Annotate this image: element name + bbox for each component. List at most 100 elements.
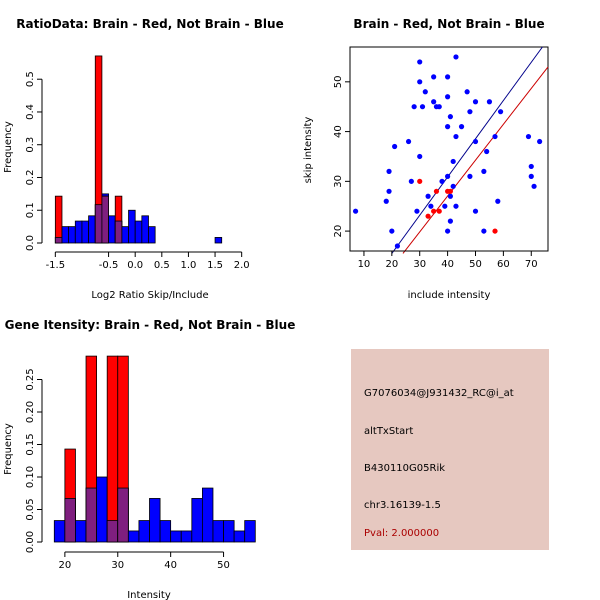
scatter-y-tick-label: 30 [333, 175, 344, 188]
ratio-histogram-not-brain-bar [121, 226, 129, 244]
ratio-histogram-not-brain-bar [88, 215, 96, 244]
gene-intensity-xlabel: Intensity [127, 590, 171, 600]
ratio-histogram-not-brain-bar [74, 220, 83, 244]
ratio-histogram-not-brain-bar [128, 209, 136, 244]
gene-name-text: B430110G05Rik [364, 463, 445, 474]
ratio-histogram-not-brain-bar [148, 226, 156, 244]
ratio-histogram-xlabel: Log2 Ratio Skip/Include [91, 290, 208, 301]
ratio-histogram-x-tick-label: 2.0 [234, 260, 250, 271]
scatter-ylabel: skip intensity [303, 117, 314, 184]
gene-intensity-not-brain-bar [159, 520, 172, 543]
ratio-histogram-y-tick-label: 0.2 [25, 170, 36, 186]
scatter-y-tick-label: 50 [333, 75, 344, 88]
scatter-y-tick-label: 20 [333, 225, 344, 238]
gene-intensity-not-brain-bar [201, 487, 214, 543]
gene-intensity-not-brain-bar [138, 520, 150, 543]
ratio-histogram-x-tick-label: -1.5 [46, 260, 66, 271]
gene-intensity-y-tick-label: 0.10 [25, 466, 36, 488]
scatter-point-not-brain [414, 208, 420, 214]
scatter-point-not-brain [447, 193, 453, 199]
ratio-histogram-overlap-bar [94, 204, 103, 244]
gene-intensity-not-brain-bar [223, 520, 235, 543]
scatter-point-not-brain [497, 109, 504, 115]
ratio-histogram-panel: RatioData: Brain - Red, Not Brain - Blue… [3, 17, 284, 301]
ratio-histogram-not-brain-bar [214, 237, 223, 244]
gene-intensity-x-tick-label: 40 [164, 560, 177, 571]
ratio-histogram-not-brain-bar [68, 226, 76, 244]
gene-intensity-brain-bar [106, 355, 119, 543]
ratio-histogram-x-tick-label: 0.5 [154, 260, 170, 271]
probe-id-text: G7076034@J931432_RC@i_at [364, 388, 514, 399]
ratio-histogram-x-tick-label: 1.0 [180, 260, 196, 271]
scatter-point-not-brain [419, 104, 426, 110]
scatter-point-not-brain [447, 218, 453, 224]
gene-intensity-not-brain-bar [53, 520, 66, 543]
gene-intensity-not-brain-bar [149, 498, 161, 543]
gene-intensity-not-brain-bar [233, 530, 246, 543]
scatter-x-tick-label: 50 [469, 259, 482, 270]
ratio-histogram-ylabel: Frequency [3, 121, 14, 173]
scatter-point-not-brain [481, 168, 487, 174]
scatter-point-not-brain [467, 173, 473, 179]
scatter-point-not-brain [472, 99, 479, 105]
scatter-point-not-brain [417, 79, 423, 85]
scatter-point-not-brain [431, 74, 437, 80]
ratio-histogram-y-tick-label: 0.3 [25, 137, 36, 153]
scatter-point-brain [436, 208, 442, 214]
scatter-point-not-brain [453, 133, 459, 140]
ratio-histogram-not-brain-bar [108, 215, 116, 244]
scatter-point-not-brain [453, 54, 459, 60]
gene-intensity-y-tick-label: 0.25 [25, 368, 36, 390]
scatter-point-not-brain [408, 178, 414, 184]
gene-intensity-y-tick-label: 0.00 [25, 531, 36, 553]
scatter-x-tick-label: 70 [525, 259, 538, 270]
gene-intensity-not-brain-bar [180, 530, 193, 543]
scatter-fit-line [402, 66, 549, 254]
scatter-point-not-brain [445, 173, 451, 179]
ratio-histogram-x-tick-label: 0.0 [127, 260, 143, 271]
ratio-histogram-y-tick-label: 0.1 [25, 202, 36, 218]
scatter-fit-lines [391, 46, 549, 254]
scatter-point-not-brain [445, 124, 451, 130]
scatter-point-not-brain [439, 178, 445, 184]
scatter-point-not-brain [411, 104, 417, 110]
scatter-points [352, 54, 543, 249]
event-type-text: altTxStart [364, 426, 413, 437]
scatter-point-brain [447, 188, 453, 194]
scatter-point-not-brain [422, 89, 428, 95]
scatter-point-not-brain [531, 183, 537, 189]
gene-info-background [351, 349, 549, 550]
gene-intensity-overlap-bar [85, 487, 98, 543]
scatter-point-brain [433, 188, 440, 194]
scatter-fit-line [391, 46, 543, 254]
scatter-point-not-brain [389, 228, 395, 234]
gene-intensity-not-brain-bar [191, 498, 203, 543]
gene-intensity-axes: 20 30 40 50 0.00 0.05 0.10 0.15 0.20 0.25 [25, 368, 230, 571]
ratio-histogram-overlap-bar [114, 220, 123, 244]
gene-intensity-ylabel: Frequency [3, 423, 14, 475]
gene-intensity-not-brain-bar [244, 520, 256, 543]
gene-info-panel: G7076034@J931432_RC@i_at altTxStart B430… [351, 349, 549, 550]
pval-text: Pval: 2.000000 [364, 528, 439, 539]
scatter-x-tick-label: 10 [358, 259, 371, 270]
gene-intensity-x-tick-label: 20 [59, 560, 72, 571]
scatter-point-not-brain [436, 104, 442, 110]
gene-intensity-x-tick-label: 50 [217, 560, 230, 571]
gene-intensity-y-tick-label: 0.15 [25, 433, 36, 455]
ratio-histogram-not-brain-bar [134, 220, 143, 244]
gene-intensity-not-brain-bar [170, 530, 182, 543]
ratio-histogram-y-tick-label: 0.0 [25, 235, 36, 251]
ratio-histogram-not-brain-bar [81, 220, 90, 244]
scatter-xlabel: include intensity [408, 290, 491, 301]
scatter-point-not-brain [450, 158, 456, 165]
scatter-point-not-brain [453, 203, 459, 209]
scatter-x-tick-label: 60 [497, 259, 510, 270]
scatter-point-not-brain [386, 168, 392, 174]
scatter-point-not-brain [464, 89, 470, 95]
scatter-point-brain [492, 228, 498, 234]
ratio-histogram-overlap-bar [101, 195, 109, 244]
gene-intensity-overlap-bar [117, 487, 129, 543]
scatter-point-not-brain [472, 138, 479, 145]
gene-intensity-y-tick-label: 0.20 [25, 401, 36, 423]
